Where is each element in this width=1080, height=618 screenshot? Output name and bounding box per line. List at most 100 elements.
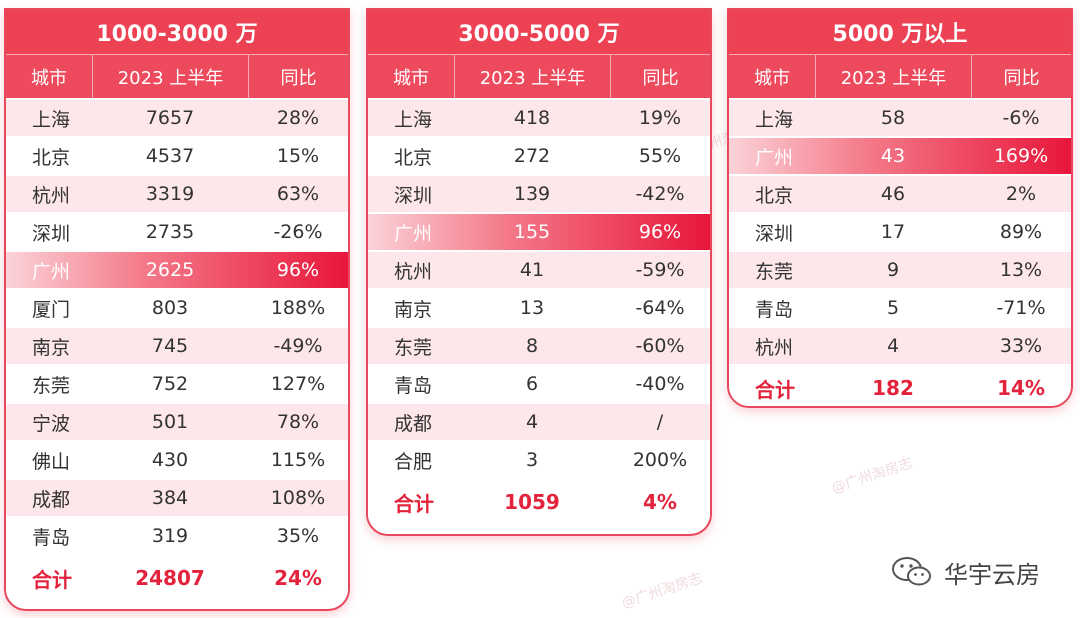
value-cell: 3 — [525, 449, 539, 471]
header-yoy: 同比 — [248, 55, 348, 98]
city-cell: 青岛 — [755, 298, 794, 321]
table-row: 北京 4537 15% — [6, 138, 348, 174]
city-cell: 广州 — [32, 260, 71, 283]
city-cell: 杭州 — [394, 260, 433, 283]
yoy-cell: 200% — [632, 449, 688, 471]
yoy-cell: -26% — [273, 221, 323, 243]
yoy-cell: -71% — [996, 297, 1046, 319]
value-cell: 752 — [151, 373, 189, 395]
value-cell: 4 — [886, 335, 900, 357]
table-row: 上海 418 19% — [368, 100, 710, 136]
total-value: 1059 — [504, 490, 560, 514]
city-cell: 深圳 — [32, 222, 71, 245]
table-row: 广州 2625 96% — [6, 252, 348, 288]
value-cell: 43 — [880, 145, 906, 167]
table-row: 成都 4 / — [368, 404, 710, 440]
table-row: 深圳 139 -42% — [368, 176, 710, 212]
value-cell: 3319 — [145, 183, 195, 205]
yoy-cell: 33% — [999, 335, 1043, 357]
city-cell: 北京 — [32, 146, 71, 169]
yoy-cell: 108% — [270, 487, 326, 509]
city-cell: 广州 — [755, 146, 794, 169]
yoy-cell: 78% — [276, 411, 320, 433]
city-cell: 佛山 — [32, 450, 71, 473]
table-panel-1000-3000: 1000-3000 万 城市 2023 上半年 同比 上海 7657 28% 北京 45… — [4, 8, 350, 611]
value-cell: 7657 — [145, 107, 195, 129]
value-cell: 803 — [151, 297, 189, 319]
city-cell: 上海 — [32, 108, 71, 131]
yoy-cell: -60% — [635, 335, 685, 357]
value-cell: 4537 — [145, 145, 195, 167]
panel-title: 3000-5000 万 — [368, 10, 710, 54]
yoy-cell: -59% — [635, 259, 685, 281]
table-row: 北京 46 2% — [729, 176, 1071, 212]
yoy-cell: 63% — [276, 183, 320, 205]
city-cell: 南京 — [32, 336, 71, 359]
total-row: 合计 182 14% — [729, 370, 1071, 406]
table-row: 佛山 430 115% — [6, 442, 348, 478]
table-panel-3000-5000: 3000-5000 万 城市 2023 上半年 同比 上海 418 19% 北京 272… — [366, 8, 712, 536]
table-row: 上海 58 -6% — [729, 100, 1071, 136]
table-row: 青岛 319 35% — [6, 518, 348, 554]
header-period: 2023 上半年 — [92, 55, 248, 98]
total-row: 合计 1059 4% — [368, 484, 710, 520]
header-period: 2023 上半年 — [815, 55, 971, 98]
city-cell: 东莞 — [394, 336, 433, 359]
value-cell: 501 — [151, 411, 189, 433]
value-cell: 418 — [513, 107, 551, 129]
table-row: 青岛 5 -71% — [729, 290, 1071, 326]
value-cell: 5 — [886, 297, 900, 319]
value-cell: 17 — [880, 221, 906, 243]
table-row: 南京 13 -64% — [368, 290, 710, 326]
header-yoy: 同比 — [971, 55, 1071, 98]
yoy-cell: 13% — [999, 259, 1043, 281]
city-cell: 宁波 — [32, 412, 71, 435]
city-cell: 合肥 — [394, 450, 433, 473]
value-cell: 2625 — [145, 259, 195, 281]
total-label: 合计 — [755, 377, 795, 402]
table-body: 上海 7657 28% 北京 4537 15% 杭州 3319 63% 深圳 2735 -26% 广州 2… — [6, 100, 348, 596]
value-cell: 58 — [880, 107, 906, 129]
value-cell: 13 — [519, 297, 545, 319]
city-cell: 成都 — [394, 412, 433, 435]
header-yoy: 同比 — [610, 55, 710, 98]
yoy-cell: / — [656, 411, 664, 433]
table-row: 东莞 9 13% — [729, 252, 1071, 288]
city-cell: 东莞 — [755, 260, 794, 283]
city-cell: 上海 — [394, 108, 433, 131]
header-city: 城市 — [393, 67, 429, 89]
yoy-cell: 55% — [638, 145, 682, 167]
city-cell: 北京 — [755, 184, 794, 207]
table-panel-5000-plus: 5000 万以上 城市 2023 上半年 同比 上海 58 -6% 广州 43 169% 北… — [727, 8, 1073, 408]
value-cell: 139 — [513, 183, 551, 205]
table-row: 成都 384 108% — [6, 480, 348, 516]
header-city: 城市 — [754, 67, 790, 89]
table-row: 杭州 41 -59% — [368, 252, 710, 288]
value-cell: 745 — [151, 335, 189, 357]
wechat-icon — [892, 557, 931, 586]
table-row: 厦门 803 188% — [6, 290, 348, 326]
table-row: 北京 272 55% — [368, 138, 710, 174]
yoy-cell: 89% — [999, 221, 1043, 243]
table-row: 南京 745 -49% — [6, 328, 348, 364]
city-cell: 深圳 — [755, 222, 794, 245]
watermark: @广州淘房志 — [829, 455, 915, 497]
table-row: 上海 7657 28% — [6, 100, 348, 136]
table-row: 深圳 2735 -26% — [6, 214, 348, 250]
yoy-cell: -42% — [635, 183, 685, 205]
panel-title: 1000-3000 万 — [6, 10, 348, 54]
watermark: @广州淘房志 — [619, 570, 705, 612]
yoy-cell: 96% — [638, 221, 682, 243]
yoy-cell: 188% — [270, 297, 326, 319]
total-value: 182 — [872, 376, 914, 400]
table-body: 上海 58 -6% 广州 43 169% 北京 46 2% 深圳 17 89% 东莞 9 13% 青岛 5 -71… — [729, 100, 1071, 406]
table-row: 东莞 752 127% — [6, 366, 348, 402]
city-cell: 杭州 — [755, 336, 794, 359]
value-cell: 155 — [513, 221, 551, 243]
yoy-cell: 28% — [276, 107, 320, 129]
yoy-cell: 19% — [638, 107, 682, 129]
city-cell: 厦门 — [32, 298, 71, 321]
total-label: 合计 — [32, 567, 72, 592]
value-cell: 46 — [880, 183, 906, 205]
yoy-cell: 127% — [270, 373, 326, 395]
